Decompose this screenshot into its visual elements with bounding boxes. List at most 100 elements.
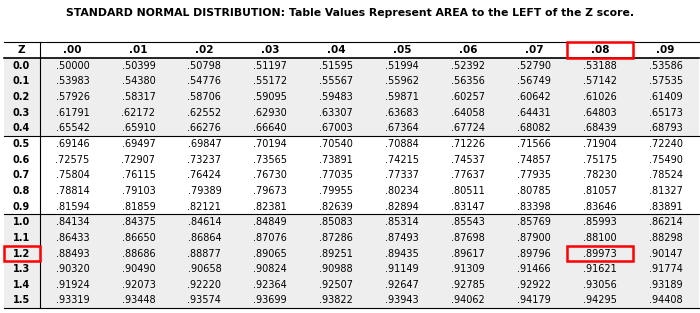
Text: .76424: .76424 bbox=[188, 170, 221, 180]
Text: 1.4: 1.4 bbox=[13, 280, 30, 290]
Text: .83147: .83147 bbox=[451, 202, 485, 212]
Text: .64803: .64803 bbox=[583, 108, 617, 118]
Text: .90824: .90824 bbox=[253, 264, 287, 274]
Text: .89065: .89065 bbox=[253, 249, 287, 259]
Text: .65173: .65173 bbox=[649, 108, 682, 118]
Text: .88877: .88877 bbox=[188, 249, 221, 259]
Text: .77035: .77035 bbox=[319, 170, 354, 180]
Text: .80785: .80785 bbox=[517, 186, 551, 196]
Text: .82381: .82381 bbox=[253, 202, 287, 212]
Text: .68439: .68439 bbox=[583, 123, 617, 133]
Text: .72575: .72575 bbox=[55, 155, 90, 165]
Text: 0.8: 0.8 bbox=[13, 186, 30, 196]
Text: .77337: .77337 bbox=[385, 170, 419, 180]
Text: .73237: .73237 bbox=[188, 155, 221, 165]
Text: .94295: .94295 bbox=[583, 295, 617, 305]
Text: .93056: .93056 bbox=[583, 280, 617, 290]
Text: .64431: .64431 bbox=[517, 108, 551, 118]
Text: .77637: .77637 bbox=[451, 170, 485, 180]
Text: .70194: .70194 bbox=[253, 139, 287, 149]
Text: .91309: .91309 bbox=[452, 264, 485, 274]
Text: .64058: .64058 bbox=[451, 108, 485, 118]
Text: 0.3: 0.3 bbox=[13, 108, 30, 118]
Text: .91466: .91466 bbox=[517, 264, 551, 274]
Text: .71566: .71566 bbox=[517, 139, 551, 149]
Text: .78814: .78814 bbox=[56, 186, 90, 196]
Text: .65542: .65542 bbox=[55, 123, 90, 133]
Text: 0.9: 0.9 bbox=[13, 202, 30, 212]
Text: .84134: .84134 bbox=[56, 217, 90, 227]
Text: .02: .02 bbox=[195, 45, 214, 55]
Text: .93699: .93699 bbox=[253, 295, 287, 305]
Text: .75804: .75804 bbox=[56, 170, 90, 180]
Text: .66276: .66276 bbox=[188, 123, 221, 133]
Text: .84849: .84849 bbox=[253, 217, 287, 227]
Text: .86214: .86214 bbox=[649, 217, 682, 227]
Text: 0.4: 0.4 bbox=[13, 123, 30, 133]
Text: .03: .03 bbox=[261, 45, 279, 55]
Text: .89796: .89796 bbox=[517, 249, 551, 259]
Text: .88100: .88100 bbox=[583, 233, 617, 243]
Text: .74537: .74537 bbox=[451, 155, 485, 165]
Text: .60257: .60257 bbox=[451, 92, 485, 102]
Text: .87900: .87900 bbox=[517, 233, 551, 243]
Text: .91924: .91924 bbox=[56, 280, 90, 290]
Text: .93448: .93448 bbox=[122, 295, 155, 305]
Text: .91621: .91621 bbox=[583, 264, 617, 274]
Text: .58706: .58706 bbox=[188, 92, 221, 102]
Text: .71904: .71904 bbox=[583, 139, 617, 149]
Text: .68793: .68793 bbox=[649, 123, 682, 133]
Text: .73891: .73891 bbox=[319, 155, 353, 165]
Text: .81859: .81859 bbox=[122, 202, 155, 212]
Text: .68082: .68082 bbox=[517, 123, 551, 133]
Text: 1.0: 1.0 bbox=[13, 217, 30, 227]
Text: .53983: .53983 bbox=[56, 76, 90, 86]
Text: .04: .04 bbox=[327, 45, 346, 55]
Text: .76730: .76730 bbox=[253, 170, 287, 180]
Text: STANDARD NORMAL DISTRIBUTION: Table Values Represent AREA to the LEFT of the Z s: STANDARD NORMAL DISTRIBUTION: Table Valu… bbox=[66, 8, 634, 18]
Text: .70884: .70884 bbox=[385, 139, 419, 149]
Text: .07: .07 bbox=[524, 45, 543, 55]
Text: .59483: .59483 bbox=[319, 92, 353, 102]
Text: .89251: .89251 bbox=[319, 249, 353, 259]
Text: .09: .09 bbox=[657, 45, 675, 55]
Text: .75490: .75490 bbox=[649, 155, 682, 165]
Text: .71226: .71226 bbox=[451, 139, 485, 149]
Text: 1.2: 1.2 bbox=[13, 249, 30, 259]
Text: .82639: .82639 bbox=[319, 202, 353, 212]
Text: .83891: .83891 bbox=[649, 202, 682, 212]
Text: .52392: .52392 bbox=[451, 61, 485, 71]
Text: .69146: .69146 bbox=[56, 139, 90, 149]
Text: .50000: .50000 bbox=[56, 61, 90, 71]
Text: .67364: .67364 bbox=[385, 123, 419, 133]
Text: .74215: .74215 bbox=[385, 155, 419, 165]
Text: .63307: .63307 bbox=[319, 108, 353, 118]
Text: .79673: .79673 bbox=[253, 186, 287, 196]
Text: .82121: .82121 bbox=[188, 202, 221, 212]
Text: .86864: .86864 bbox=[188, 233, 221, 243]
Text: .06: .06 bbox=[458, 45, 477, 55]
Text: .56356: .56356 bbox=[451, 76, 485, 86]
Text: .92073: .92073 bbox=[122, 280, 155, 290]
Text: .92220: .92220 bbox=[188, 280, 221, 290]
Text: 0.2: 0.2 bbox=[13, 92, 30, 102]
Text: .85543: .85543 bbox=[451, 217, 485, 227]
Text: .55172: .55172 bbox=[253, 76, 287, 86]
Text: .61409: .61409 bbox=[649, 92, 682, 102]
Text: .82894: .82894 bbox=[385, 202, 419, 212]
Text: .54776: .54776 bbox=[188, 76, 221, 86]
Text: .94062: .94062 bbox=[451, 295, 485, 305]
Text: 0.7: 0.7 bbox=[13, 170, 30, 180]
Text: .88298: .88298 bbox=[649, 233, 682, 243]
Text: 1.1: 1.1 bbox=[13, 233, 30, 243]
Text: .79955: .79955 bbox=[319, 186, 354, 196]
Text: .87698: .87698 bbox=[451, 233, 485, 243]
Text: .57535: .57535 bbox=[649, 76, 682, 86]
Text: .88493: .88493 bbox=[56, 249, 90, 259]
Text: .90147: .90147 bbox=[649, 249, 682, 259]
Text: .91774: .91774 bbox=[649, 264, 682, 274]
Text: .76115: .76115 bbox=[122, 170, 155, 180]
Text: .84614: .84614 bbox=[188, 217, 221, 227]
Text: .54380: .54380 bbox=[122, 76, 155, 86]
Text: .58317: .58317 bbox=[122, 92, 155, 102]
